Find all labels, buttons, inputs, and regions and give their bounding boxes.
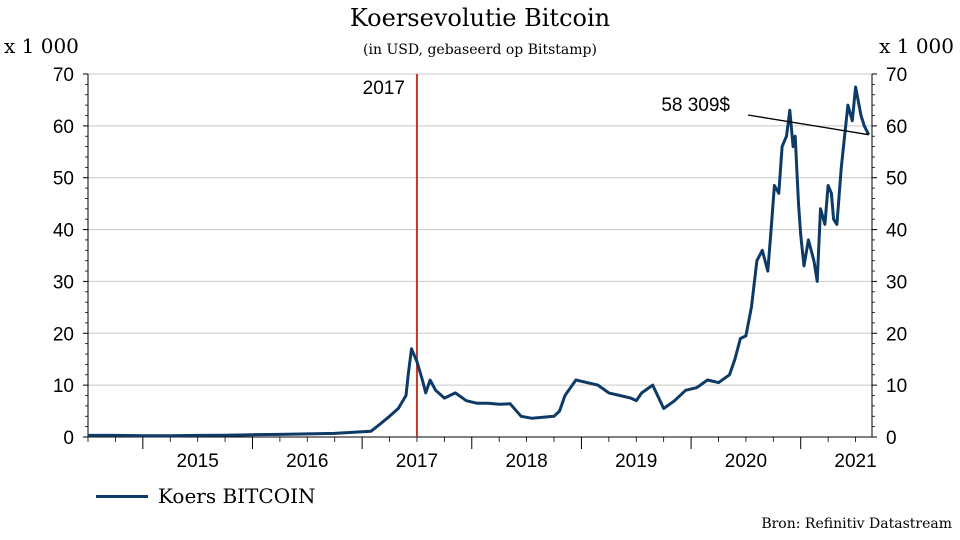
grid-lines [88,73,872,386]
axes [83,73,877,449]
legend: Koers BITCOIN [96,484,316,508]
series-line [88,85,871,438]
x-axis-ticks: 2015 2016 2017 2018 2019 2020 2021 [177,451,877,472]
x-tick-label: 2018 [505,451,547,472]
x-tick-label: 2021 [834,451,876,472]
y-tick-label-right: 20 [886,324,907,345]
y-tick-label-left: 40 [53,221,74,242]
y-tick-label-left: 60 [53,117,74,138]
chart-title: Koersevolutie Bitcoin [349,4,611,32]
reference-line-group: 2017 [363,74,418,437]
annotation-leader-line [747,114,869,136]
chart-subtitle: (in USD, gebaseerd op Bitstamp) [363,42,597,58]
y-tick-label-left: 50 [53,169,74,190]
reference-line-label: 2017 [363,78,405,99]
y-tick-label-left: 30 [53,272,74,293]
y-tick-label-right: 60 [886,117,907,138]
y-tick-label-left: 20 [53,324,74,345]
annotation-label: 58 309$ [661,95,730,116]
y-axis-right-ticks: 0 10 20 30 40 50 60 70 [886,65,907,449]
annotation-group: 58 309$ [661,95,869,136]
x-tick-label: 2016 [286,451,328,472]
source-note: Bron: Refinitiv Datastream [761,516,952,532]
y-tick-label-left: 0 [63,428,74,449]
legend-swatch [96,494,148,498]
x-tick-label: 2017 [396,451,438,472]
y-tick-label-right: 50 [886,169,907,190]
y-tick-label-right: 40 [886,221,907,242]
y-unit-right: x 1 000 [879,34,954,58]
legend-label: Koers BITCOIN [158,484,316,508]
y-tick-label-right: 0 [886,428,897,449]
x-tick-label: 2015 [177,451,219,472]
y-axis-left-ticks: 0 10 20 30 40 50 60 70 [53,65,74,449]
y-tick-label-right: 10 [886,376,907,397]
series-group [88,85,871,438]
y-unit-left: x 1 000 [4,34,79,58]
y-tick-label-left: 70 [53,65,74,86]
y-tick-label-right: 70 [886,65,907,86]
y-tick-label-right: 30 [886,272,907,293]
x-tick-label: 2019 [615,451,657,472]
x-tick-label: 2020 [725,451,767,472]
y-tick-label-left: 10 [53,376,74,397]
